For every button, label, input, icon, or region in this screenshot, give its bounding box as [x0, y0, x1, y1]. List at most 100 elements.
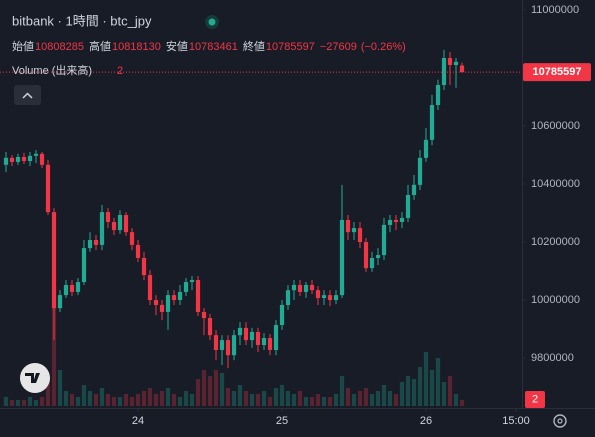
candle-body [417, 157, 423, 185]
candle-body [21, 156, 27, 162]
candle-body [231, 335, 237, 356]
tv-logo[interactable] [20, 363, 50, 393]
volume-bar [351, 394, 357, 406]
volume-bar [117, 397, 123, 406]
candle-body [195, 280, 201, 312]
volume-bar [345, 388, 351, 406]
volume-bar [225, 388, 231, 406]
candle-body [45, 164, 51, 213]
x-tick-label: 26 [420, 415, 432, 427]
candle-body [405, 195, 411, 218]
candle-body [9, 157, 15, 162]
volume-bar [21, 400, 27, 406]
candle-body [309, 284, 315, 291]
volume-bar [273, 388, 279, 406]
collapse-icon[interactable] [22, 92, 33, 99]
legend-label: 始値 [12, 39, 34, 53]
volume-bar [399, 382, 405, 406]
candle-body [327, 295, 333, 301]
candle-body [297, 284, 303, 292]
volume-bar [297, 391, 303, 406]
last-price-tag [523, 63, 591, 82]
candle-body [189, 280, 195, 283]
volume-bar [303, 397, 309, 406]
volume-bar [141, 391, 147, 406]
settings-button[interactable] [553, 414, 567, 428]
last-price-label: 10785597 [533, 66, 582, 78]
candle-body [183, 282, 189, 292]
volume-bar [99, 388, 105, 406]
candle-body [243, 327, 249, 341]
volume-bar [423, 352, 429, 406]
x-tick-label: 25 [276, 415, 288, 427]
candle-body [57, 295, 63, 309]
candle-body [393, 219, 399, 222]
volume-bar [147, 388, 153, 406]
candle-body [15, 156, 21, 162]
y-tick-label: 10200000 [531, 236, 580, 248]
candle-body [363, 242, 369, 269]
candle-body [93, 239, 99, 245]
volume-bar [393, 394, 399, 406]
candle-body [105, 212, 111, 222]
y-tick-label: 10000000 [531, 294, 580, 306]
volume-bar [27, 397, 33, 406]
volume-bar [63, 391, 69, 406]
volume-bar [447, 376, 453, 406]
candle-body [351, 228, 357, 233]
volume-bar [93, 394, 99, 406]
change-value: −27609 [320, 41, 357, 53]
candle-body [435, 85, 441, 106]
candle-body [159, 304, 165, 312]
volume-bar [255, 394, 261, 406]
volume-bar [57, 370, 63, 406]
candle-body [219, 340, 225, 350]
settings-icon[interactable] [553, 414, 567, 428]
candle-body [153, 300, 159, 305]
collapse-button[interactable] [14, 85, 41, 105]
candle-body [141, 257, 147, 276]
legend-value: 10783461 [189, 41, 238, 53]
volume-bar [249, 394, 255, 406]
candle-body [69, 284, 75, 292]
volume-bar [369, 394, 375, 406]
volume-bar [357, 391, 363, 406]
volume-bar [135, 394, 141, 406]
volume-bar [51, 307, 57, 406]
candle-body [339, 219, 345, 296]
x-tick-label: 15:00 [502, 415, 530, 427]
volume-bar [327, 397, 333, 406]
volume-bar [291, 394, 297, 406]
volume-bar [15, 400, 21, 406]
legend-value: 10808285 [35, 41, 84, 53]
candle-body [429, 105, 435, 140]
candle-body [267, 338, 273, 350]
tv-logo-mark[interactable] [25, 373, 43, 383]
candle-body [147, 275, 153, 301]
volume-bar [129, 397, 135, 406]
volume-label: Volume (出来高) [12, 63, 92, 77]
y-tick-label: 11000000 [531, 4, 579, 16]
candle-body [375, 255, 381, 258]
y-tick-label: 10400000 [531, 178, 580, 190]
x-tick-label: 24 [132, 415, 144, 427]
volume-bar [105, 394, 111, 406]
volume-value: 2 [117, 65, 123, 77]
legend-label: 安値 [166, 39, 188, 53]
volume-layer [3, 307, 465, 406]
settings-icon[interactable] [557, 418, 563, 424]
volume-bar [261, 391, 267, 406]
candle-body [51, 212, 57, 309]
volume-bar [9, 400, 15, 406]
volume-bar [177, 397, 183, 406]
volume-bar [435, 358, 441, 406]
candle-body [345, 219, 351, 233]
volume-bar [363, 388, 369, 406]
volume-bar [219, 373, 225, 406]
collapse-button-bg[interactable] [14, 85, 41, 105]
volume-bar [153, 394, 159, 406]
volume-bar [441, 382, 447, 406]
candle-body [303, 284, 309, 292]
candle-body [165, 295, 171, 312]
overlay-layer: 10785597 2 [0, 63, 591, 408]
